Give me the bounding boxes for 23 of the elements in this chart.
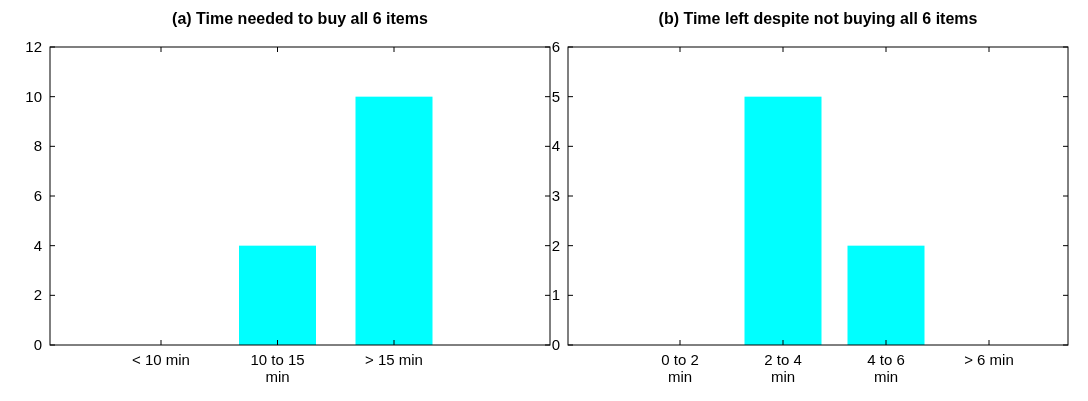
x-tick-label: 4 to 6 min xyxy=(867,351,905,385)
y-tick-label: 6 xyxy=(33,187,42,204)
y-tick-label: 12 xyxy=(25,38,42,55)
x-tick-label: > 6 min xyxy=(964,351,1014,368)
chart-title: (b) Time left despite not buying all 6 items xyxy=(658,10,978,27)
y-tick-label: 2 xyxy=(33,286,42,304)
x-tick-label: 2 to 4 min xyxy=(764,351,802,385)
x-tick-label: 10 to 15 min xyxy=(250,351,305,385)
x-tick-label: > 15 min xyxy=(365,351,423,368)
y-tick-label: 0 xyxy=(33,336,42,353)
y-tick-label: 2 xyxy=(551,236,560,254)
y-tick-label: 3 xyxy=(551,187,560,204)
x-tick-label: 0 to 2 min xyxy=(661,351,699,385)
y-tick-label: 8 xyxy=(33,137,42,155)
y-tick-label: 4 xyxy=(551,137,560,155)
y-tick-label: 10 xyxy=(25,87,42,105)
y-tick-label: 6 xyxy=(551,38,560,55)
y-tick-label: 1 xyxy=(551,286,560,304)
chart-title: (a) Time needed to buy all 6 items xyxy=(172,10,428,27)
y-tick-label: 4 xyxy=(33,236,42,254)
x-tick-label: < 10 min xyxy=(132,351,190,368)
y-tick-label: 5 xyxy=(551,87,560,105)
y-tick-label: 0 xyxy=(551,336,560,353)
